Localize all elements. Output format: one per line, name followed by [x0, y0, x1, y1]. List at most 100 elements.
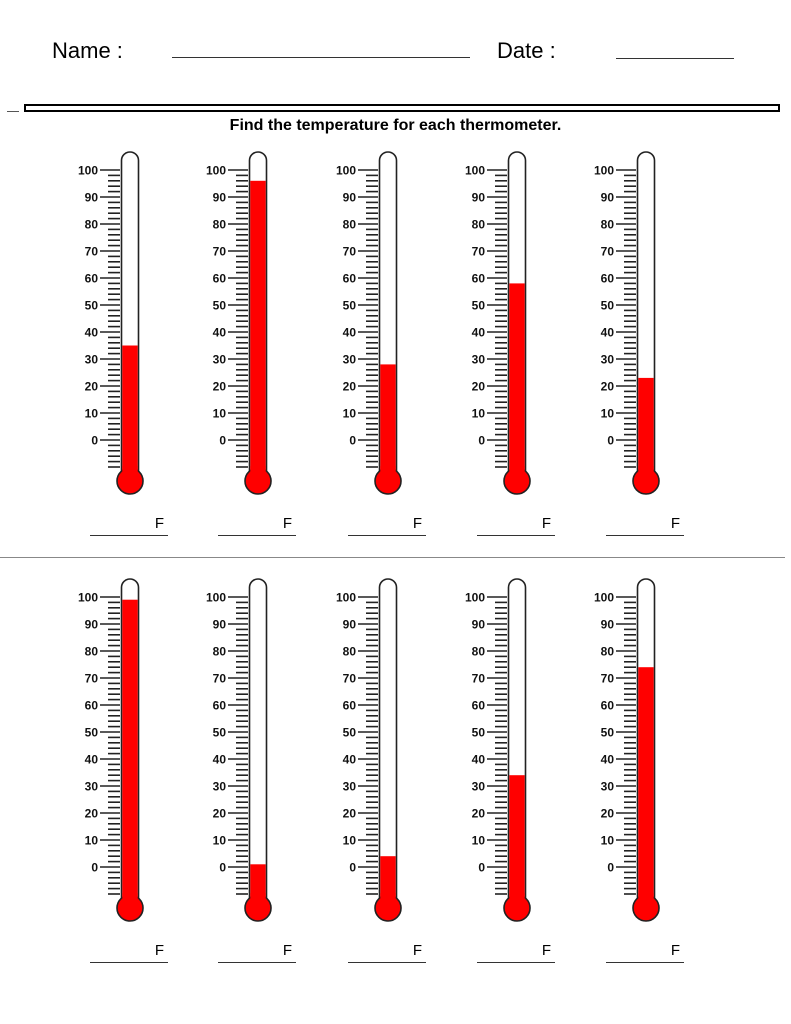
scale-label: 60	[85, 272, 99, 286]
scale-label: 20	[213, 380, 227, 394]
scale-label: 0	[219, 861, 226, 875]
answer-blank[interactable]: F	[477, 942, 555, 963]
scale-label: 80	[85, 218, 99, 232]
scale-label: 40	[601, 753, 615, 767]
answer-blank[interactable]: F	[218, 942, 296, 963]
scale-label: 20	[343, 807, 357, 821]
answer-blank[interactable]: F	[477, 515, 555, 536]
scale-label: 50	[601, 726, 615, 740]
scale-label: 0	[349, 861, 356, 875]
scale-label: 10	[85, 834, 99, 848]
scale-label: 0	[219, 434, 226, 448]
scale-label: 20	[213, 807, 227, 821]
scale-label: 20	[85, 380, 99, 394]
scale-label: 40	[472, 326, 486, 340]
scale-label: 10	[343, 407, 357, 421]
scale-label: 80	[213, 218, 227, 232]
scale-label: 30	[213, 780, 227, 794]
scale-label: 30	[472, 780, 486, 794]
scale-label: 50	[213, 726, 227, 740]
scale-label: 40	[213, 326, 227, 340]
scale-label: 10	[343, 834, 357, 848]
scale-label: 0	[607, 861, 614, 875]
unit-label: F	[541, 942, 551, 959]
scale-label: 70	[472, 245, 486, 259]
mercury-column	[509, 775, 525, 908]
scale-label: 100	[594, 164, 614, 178]
answer-blank[interactable]: F	[90, 515, 168, 536]
unit-label: F	[412, 515, 422, 532]
scale-label: 60	[601, 272, 615, 286]
scale-label: 30	[601, 780, 615, 794]
scale-label: 60	[343, 699, 357, 713]
scale-label: 50	[472, 726, 486, 740]
date-label: Date :	[497, 38, 556, 63]
instructions-text: Find the temperature for each thermomete…	[229, 117, 562, 134]
scale-label: 60	[343, 272, 357, 286]
scale-label: 30	[85, 353, 99, 367]
answer-blank[interactable]: F	[90, 942, 168, 963]
scale-label: 50	[601, 299, 615, 313]
name-input-line[interactable]	[172, 57, 470, 58]
scale-label: 10	[472, 407, 486, 421]
mercury-column	[250, 180, 266, 482]
answer-blank[interactable]: F	[348, 515, 426, 536]
scale-label: 10	[85, 407, 99, 421]
mercury-column	[122, 599, 138, 908]
scale-label: 50	[213, 299, 227, 313]
scale-label: 100	[336, 164, 356, 178]
scale-label: 30	[472, 353, 486, 367]
scale-label: 0	[349, 434, 356, 448]
scale-label: 70	[85, 672, 99, 686]
scale-label: 100	[206, 591, 226, 605]
scale-label: 80	[213, 645, 227, 659]
scale-label: 30	[213, 353, 227, 367]
scale-label: 90	[85, 618, 99, 632]
mercury-column	[509, 283, 525, 481]
scale-label: 90	[601, 618, 615, 632]
scale-label: 10	[213, 407, 227, 421]
unit-label: F	[670, 515, 680, 532]
scale-label: 40	[213, 753, 227, 767]
scale-label: 70	[213, 245, 227, 259]
scale-label: 90	[472, 618, 486, 632]
scale-label: 20	[601, 380, 615, 394]
scale-label: 10	[601, 834, 615, 848]
answer-blank[interactable]: F	[606, 515, 684, 536]
scale-label: 100	[465, 164, 485, 178]
scale-label: 20	[601, 807, 615, 821]
scale-label: 60	[601, 699, 615, 713]
scale-label: 60	[472, 272, 486, 286]
scale-label: 60	[213, 699, 227, 713]
scale-label: 20	[85, 807, 99, 821]
name-label: Name :	[52, 38, 123, 63]
scale-label: 90	[601, 191, 615, 205]
scale-label: 100	[78, 591, 98, 605]
scale-label: 60	[472, 699, 486, 713]
answer-blank[interactable]: F	[348, 942, 426, 963]
scale-label: 80	[601, 645, 615, 659]
answer-blank[interactable]: F	[606, 942, 684, 963]
scale-label: 10	[472, 834, 486, 848]
answer-blank[interactable]: F	[218, 515, 296, 536]
date-input-line[interactable]	[616, 58, 734, 59]
header-dash	[7, 111, 19, 112]
scale-label: 90	[85, 191, 99, 205]
scale-label: 20	[472, 380, 486, 394]
scale-label: 40	[85, 326, 99, 340]
unit-label: F	[154, 515, 164, 532]
scale-label: 10	[213, 834, 227, 848]
scale-label: 20	[343, 380, 357, 394]
scale-label: 90	[213, 618, 227, 632]
scale-label: 70	[601, 245, 615, 259]
scale-label: 50	[343, 299, 357, 313]
scale-label: 30	[85, 780, 99, 794]
scale-label: 80	[601, 218, 615, 232]
row-separator	[0, 557, 785, 558]
scale-label: 80	[85, 645, 99, 659]
